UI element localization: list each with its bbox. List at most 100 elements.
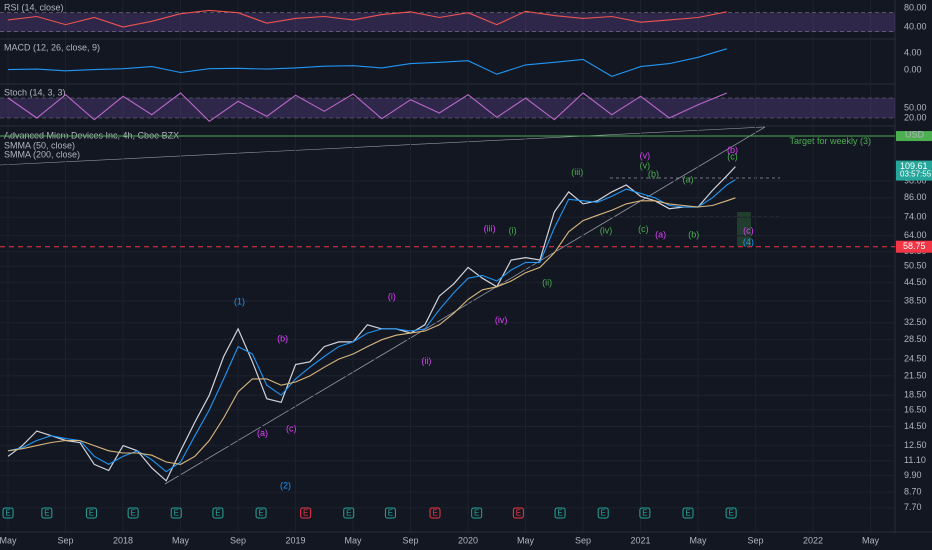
x-tick-label: 2021 — [631, 535, 651, 545]
last-price-label: 109.61 — [900, 161, 928, 171]
wave-label: (i) — [388, 291, 396, 301]
y-tick-label: 24.50 — [904, 353, 927, 363]
earnings-label: E — [388, 509, 393, 518]
earnings-label: E — [685, 509, 690, 518]
indicator-band — [0, 12, 895, 32]
y-tick-label: 80.00 — [904, 2, 927, 12]
y-tick-label: 11.10 — [904, 455, 926, 465]
x-tick-label: 2018 — [113, 535, 133, 545]
y-tick-label: 86.00 — [904, 192, 927, 202]
series-line — [7, 92, 728, 123]
y-tick-label: 18.50 — [904, 390, 927, 400]
wave-label: (a) — [682, 174, 693, 184]
earnings-marker — [255, 507, 267, 519]
earnings-marker — [471, 507, 483, 519]
x-tick-label: May — [0, 535, 17, 545]
earnings-label: E — [557, 509, 562, 518]
earnings-label: E — [516, 509, 521, 518]
earnings-label: E — [5, 509, 10, 518]
panel-title: MACD (12, 26, close, 9) — [4, 42, 100, 52]
earnings-marker — [597, 507, 609, 519]
y-tick-label: 21.50 — [904, 370, 927, 380]
earnings-marker — [300, 507, 312, 519]
legend-entry: SMMA (200, close) — [4, 149, 80, 159]
wave-label: (2) — [280, 481, 291, 491]
y-tick-label: 32.50 — [904, 317, 927, 327]
y-tick-label: 50.00 — [904, 102, 927, 112]
earnings-label: E — [728, 509, 733, 518]
y-tick-label: 74.00 — [904, 211, 927, 221]
earnings-marker — [725, 507, 737, 519]
y-tick-label: 7.70 — [904, 502, 922, 512]
earnings-marker — [554, 507, 566, 519]
wave-label: (ii) — [542, 277, 552, 287]
wave-label: (c) — [286, 424, 297, 434]
wave-label: (a) — [655, 229, 666, 239]
wave-label: (v) — [640, 150, 651, 160]
earnings-label: E — [346, 509, 351, 518]
earnings-marker — [429, 507, 441, 519]
earnings-label: E — [130, 509, 135, 518]
wave-label: (v) — [640, 161, 651, 171]
x-tick-label: May — [517, 535, 535, 545]
x-tick-label: May — [345, 535, 363, 545]
earnings-label: E — [474, 509, 479, 518]
price-line-label: 58.75 — [903, 241, 926, 251]
x-tick-label: Sep — [403, 535, 419, 545]
earnings-label: E — [601, 509, 606, 518]
y-tick-label: 28.50 — [904, 334, 927, 344]
target-box — [896, 131, 932, 142]
x-tick-label: May — [172, 535, 190, 545]
earnings-label: E — [432, 509, 437, 518]
x-tick-label: 2020 — [458, 535, 478, 545]
earnings-marker — [170, 507, 182, 519]
wave-label: (4) — [743, 237, 754, 247]
wave-label: (a) — [257, 428, 268, 438]
wave-label: (b) — [648, 169, 659, 179]
wave-label: (b) — [688, 229, 699, 239]
earnings-label: E — [303, 509, 308, 518]
target-box — [737, 212, 751, 246]
y-tick-label: 38.50 — [904, 295, 927, 305]
wave-label: (1) — [234, 296, 245, 306]
earnings-label: E — [215, 509, 220, 518]
wave-label: (iv) — [600, 225, 613, 235]
wave-label: (c) — [638, 224, 649, 234]
y-tick-label: 12.50 — [904, 440, 927, 450]
x-tick-label: Sep — [230, 535, 246, 545]
x-tick-label: May — [862, 535, 880, 545]
earnings-label: E — [258, 509, 263, 518]
legend-entry: SMMA (50, close) — [4, 140, 75, 150]
earnings-marker — [512, 507, 524, 519]
panel-title: Advanced Micro Devices Inc, 4h, Cboe BZX — [4, 130, 179, 140]
earnings-label: E — [89, 509, 94, 518]
wave-label: (ii) — [421, 356, 431, 366]
x-tick-label: May — [690, 535, 708, 545]
series-line — [8, 197, 736, 465]
y-tick-label: 44.50 — [904, 277, 927, 287]
wave-label: (iii) — [571, 167, 583, 177]
earnings-marker — [639, 507, 651, 519]
price-line-box — [896, 240, 932, 253]
earnings-label: E — [44, 509, 49, 518]
earnings-marker — [85, 507, 97, 519]
earnings-marker — [682, 507, 694, 519]
y-tick-label: 16.50 — [904, 404, 927, 414]
y-tick-label: 4.00 — [904, 47, 922, 57]
y-tick-label: 14.50 — [904, 421, 927, 431]
panel-title: Stoch (14, 3, 3) — [4, 87, 66, 97]
wave-label: (b) — [277, 334, 288, 344]
earnings-label: E — [174, 509, 179, 518]
wave-label: (iii) — [484, 223, 496, 233]
countdown-label: 03:57:55 — [900, 170, 932, 179]
wave-label: (b) — [727, 145, 738, 155]
last-price-box — [896, 160, 932, 181]
wave-label: (c) — [727, 151, 738, 161]
y-tick-label: 8.70 — [904, 487, 922, 497]
x-tick-label: Sep — [58, 535, 74, 545]
x-tick-label: 2022 — [803, 535, 823, 545]
y-tick-label: 50.50 — [904, 261, 927, 271]
